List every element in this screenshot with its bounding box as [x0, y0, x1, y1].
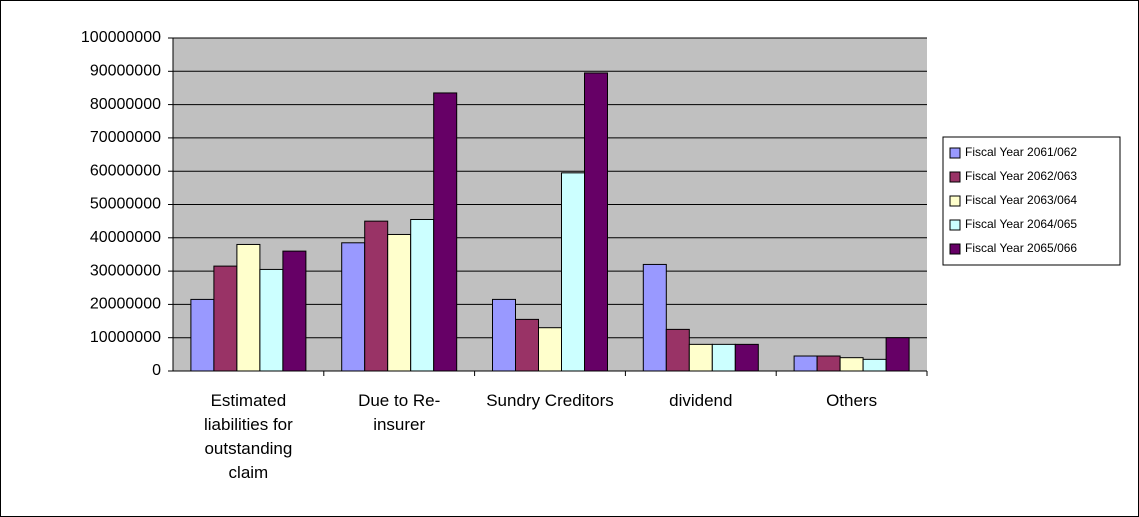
- bar: [839, 357, 864, 372]
- y-tick-label: 30000000: [90, 262, 161, 279]
- bar: [410, 218, 435, 372]
- bar: [642, 263, 667, 372]
- bar: [885, 337, 910, 372]
- y-tick-label: 10000000: [90, 329, 161, 346]
- bar: [515, 318, 539, 372]
- x-tick-label: dividend: [669, 391, 733, 410]
- bar: [492, 298, 516, 372]
- y-tick-label: 0: [152, 362, 161, 379]
- legend-swatch: [949, 195, 961, 207]
- legend-label: Fiscal Year 2065/066: [965, 241, 1077, 255]
- legend-swatch: [949, 147, 961, 159]
- bar: [387, 233, 412, 372]
- legend-label: Fiscal Year 2061/062: [965, 145, 1077, 159]
- legend-label: Fiscal Year 2064/065: [965, 217, 1077, 231]
- bar: [259, 268, 284, 372]
- x-tick-label: Others: [826, 391, 878, 410]
- bar: [190, 298, 215, 372]
- bar: [734, 343, 759, 372]
- legend-swatch: [949, 243, 961, 255]
- bar: [816, 355, 841, 372]
- bar: [433, 92, 458, 372]
- bar: [364, 220, 389, 372]
- bar: [688, 343, 713, 372]
- bar: [538, 327, 562, 372]
- legend-label: Fiscal Year 2063/064: [965, 193, 1077, 207]
- bar: [862, 358, 887, 372]
- bar: [282, 250, 307, 372]
- x-tick-label: Sundry Creditors: [486, 391, 614, 410]
- y-tick-label: 90000000: [90, 63, 161, 80]
- bar: [341, 242, 366, 372]
- legend-swatch: [949, 219, 961, 231]
- bar: [793, 355, 818, 372]
- y-tick-label: 20000000: [90, 296, 161, 313]
- bar: [665, 328, 690, 372]
- y-tick-label: 40000000: [90, 229, 161, 246]
- bar: [236, 243, 261, 372]
- bar: [711, 343, 736, 372]
- y-tick-label: 60000000: [90, 162, 161, 179]
- bar: [584, 72, 608, 372]
- legend-box: [942, 136, 1121, 266]
- legend-swatch: [949, 171, 961, 183]
- y-tick-label: 100000000: [81, 29, 161, 46]
- legend-label: Fiscal Year 2062/063: [965, 169, 1077, 183]
- x-tick-label: Estimated liabilities for outstanding cl…: [203, 391, 293, 482]
- bar: [213, 265, 238, 372]
- y-tick-label: 80000000: [90, 96, 161, 113]
- x-tick-label: Due to Re-insurer: [358, 391, 441, 434]
- bar: [561, 172, 585, 372]
- y-tick-label: 70000000: [90, 129, 161, 146]
- y-tick-label: 50000000: [90, 196, 161, 213]
